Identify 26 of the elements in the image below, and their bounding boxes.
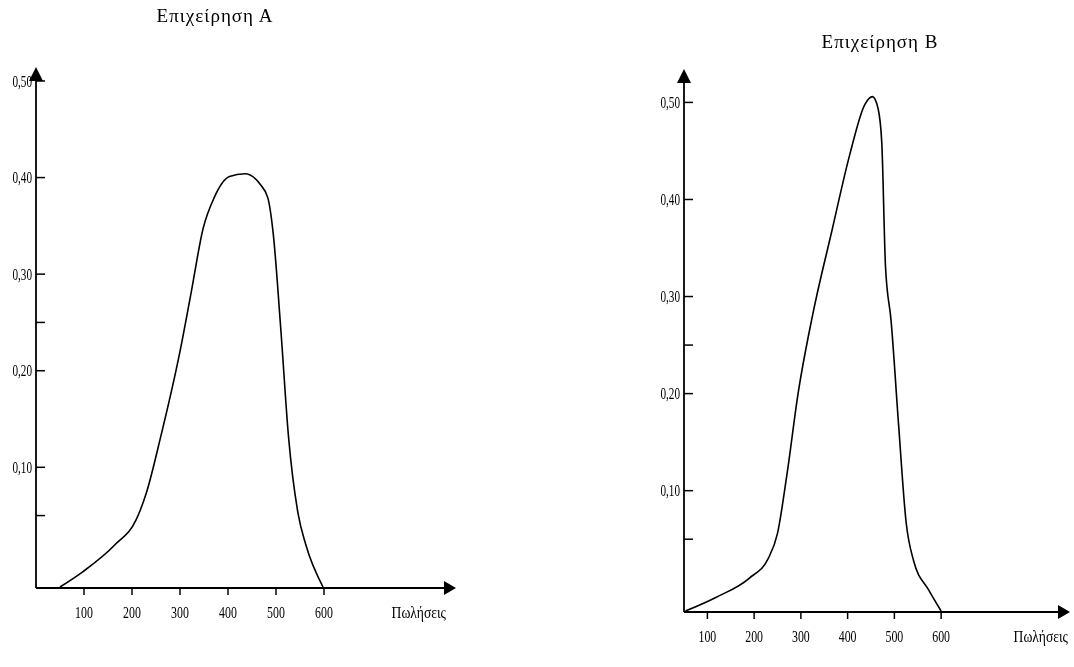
- x-tick-label: 100: [698, 626, 717, 646]
- x-tick-label: 300: [791, 626, 810, 646]
- x-tick-label: 200: [745, 626, 764, 646]
- x-tick-label: 200: [123, 602, 141, 622]
- y-tick-label: 0,50: [660, 94, 681, 112]
- y-tick-label: 0,10: [12, 458, 33, 477]
- y-tick-label: 0,20: [12, 362, 33, 380]
- x-tick-label: 300: [171, 602, 189, 622]
- y-tick-label: 0,20: [660, 385, 681, 403]
- chart-title: Επιχείρηση Β: [821, 31, 939, 52]
- x-tick-label: 400: [219, 602, 237, 622]
- x-tick-label: 500: [267, 602, 285, 622]
- y-tick-label: 0,10: [660, 482, 681, 500]
- x-tick-label: 600: [315, 602, 333, 622]
- y-tick-label: 0,50: [12, 72, 33, 91]
- x-tick-label: 400: [838, 626, 857, 646]
- y-tick-label: 0,40: [660, 191, 681, 209]
- chart-title: Επιχείρηση Α: [156, 5, 274, 26]
- x-tick-label: 500: [885, 626, 904, 646]
- x-axis-title: Πωλήσεις: [1013, 626, 1068, 646]
- x-axis-title: Πωλήσεις: [391, 602, 446, 622]
- x-tick-label: 100: [75, 602, 93, 622]
- y-tick-label: 0,30: [12, 265, 33, 284]
- y-tick-label: 0,30: [660, 288, 681, 306]
- x-tick-label: 600: [932, 626, 951, 646]
- y-tick-label: 0,40: [12, 169, 33, 187]
